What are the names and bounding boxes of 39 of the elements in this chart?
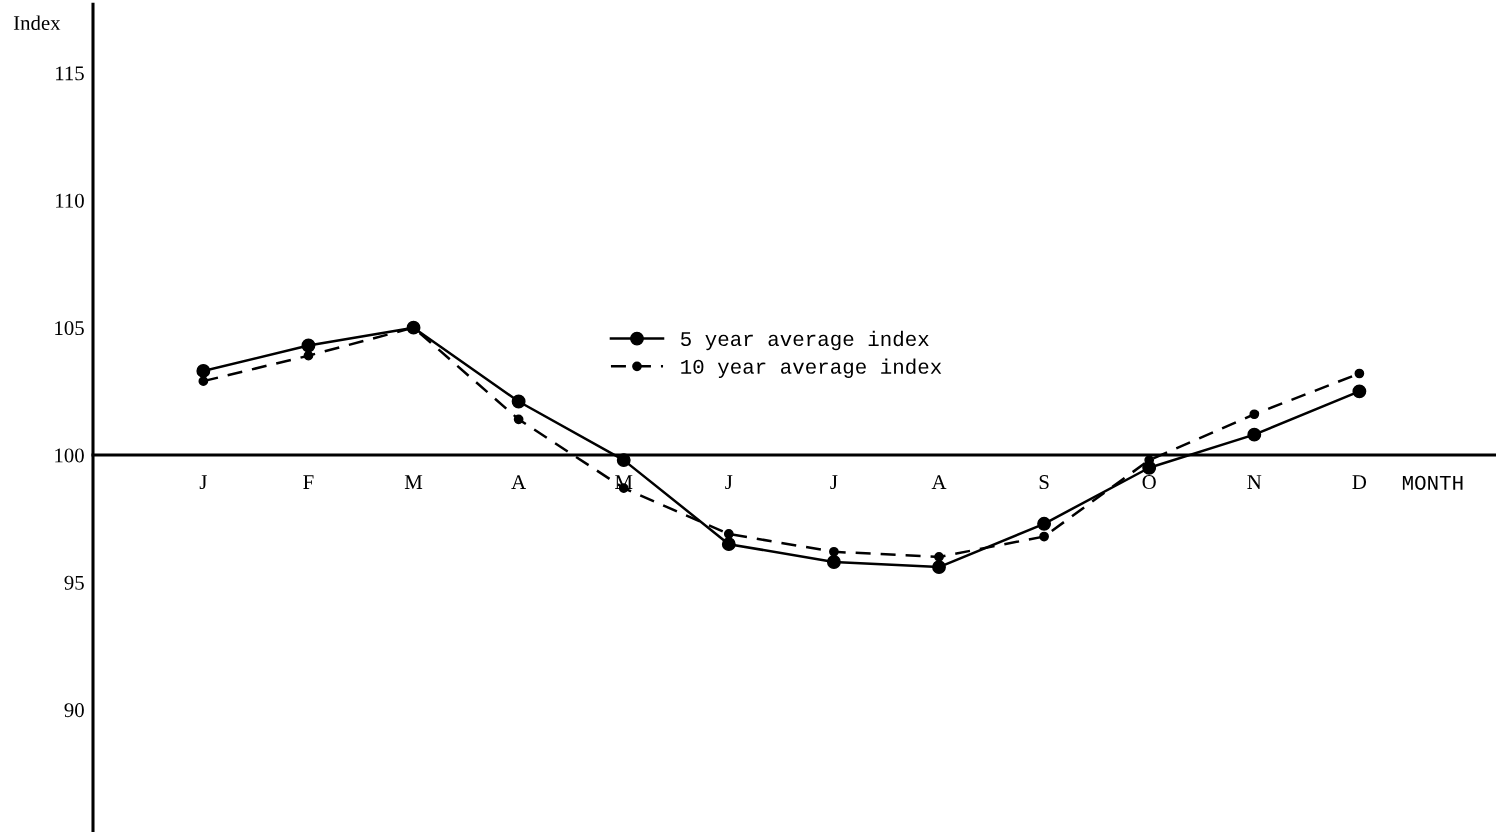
point bbox=[932, 560, 946, 575]
point bbox=[1352, 384, 1367, 399]
x-axis-title: MONTH bbox=[1402, 475, 1463, 490]
y-tick-label: 110 bbox=[56, 193, 84, 208]
point bbox=[301, 338, 316, 353]
point bbox=[198, 376, 209, 387]
x-tick-label: O bbox=[1142, 475, 1156, 490]
point bbox=[1037, 516, 1052, 531]
x-tick-label: J bbox=[199, 475, 207, 490]
point bbox=[196, 364, 211, 378]
point bbox=[1354, 368, 1365, 379]
point bbox=[1247, 427, 1262, 442]
point bbox=[1039, 531, 1049, 542]
x-tick-label: M bbox=[404, 475, 423, 489]
point bbox=[513, 414, 524, 425]
point bbox=[829, 546, 839, 557]
point bbox=[511, 394, 526, 409]
legend-label: 10 year average index bbox=[681, 358, 942, 378]
y-axis-title: Index bbox=[13, 15, 61, 31]
legend-label: 5 year average index bbox=[681, 330, 929, 351]
y-tick-label: 90 bbox=[64, 703, 84, 718]
point bbox=[1249, 409, 1260, 420]
point bbox=[723, 529, 734, 539]
x-tick-label: A bbox=[511, 475, 526, 489]
point bbox=[826, 555, 841, 569]
x-tick-label: D bbox=[1352, 475, 1367, 489]
x-tick-label: A bbox=[931, 475, 947, 489]
x-tick-label: J bbox=[725, 475, 733, 490]
point bbox=[721, 537, 736, 552]
y-tick-label: 100 bbox=[55, 448, 84, 463]
y-tick-label: 95 bbox=[64, 575, 84, 590]
x-tick-label: F bbox=[303, 475, 314, 489]
point bbox=[934, 552, 944, 562]
y-tick-label: 105 bbox=[55, 321, 84, 336]
point bbox=[303, 350, 314, 361]
x-tick-label: J bbox=[830, 475, 838, 490]
x-tick-label: S bbox=[1039, 475, 1049, 490]
x-tick-label: N bbox=[1247, 475, 1262, 489]
y-tick-label: 115 bbox=[56, 66, 84, 81]
